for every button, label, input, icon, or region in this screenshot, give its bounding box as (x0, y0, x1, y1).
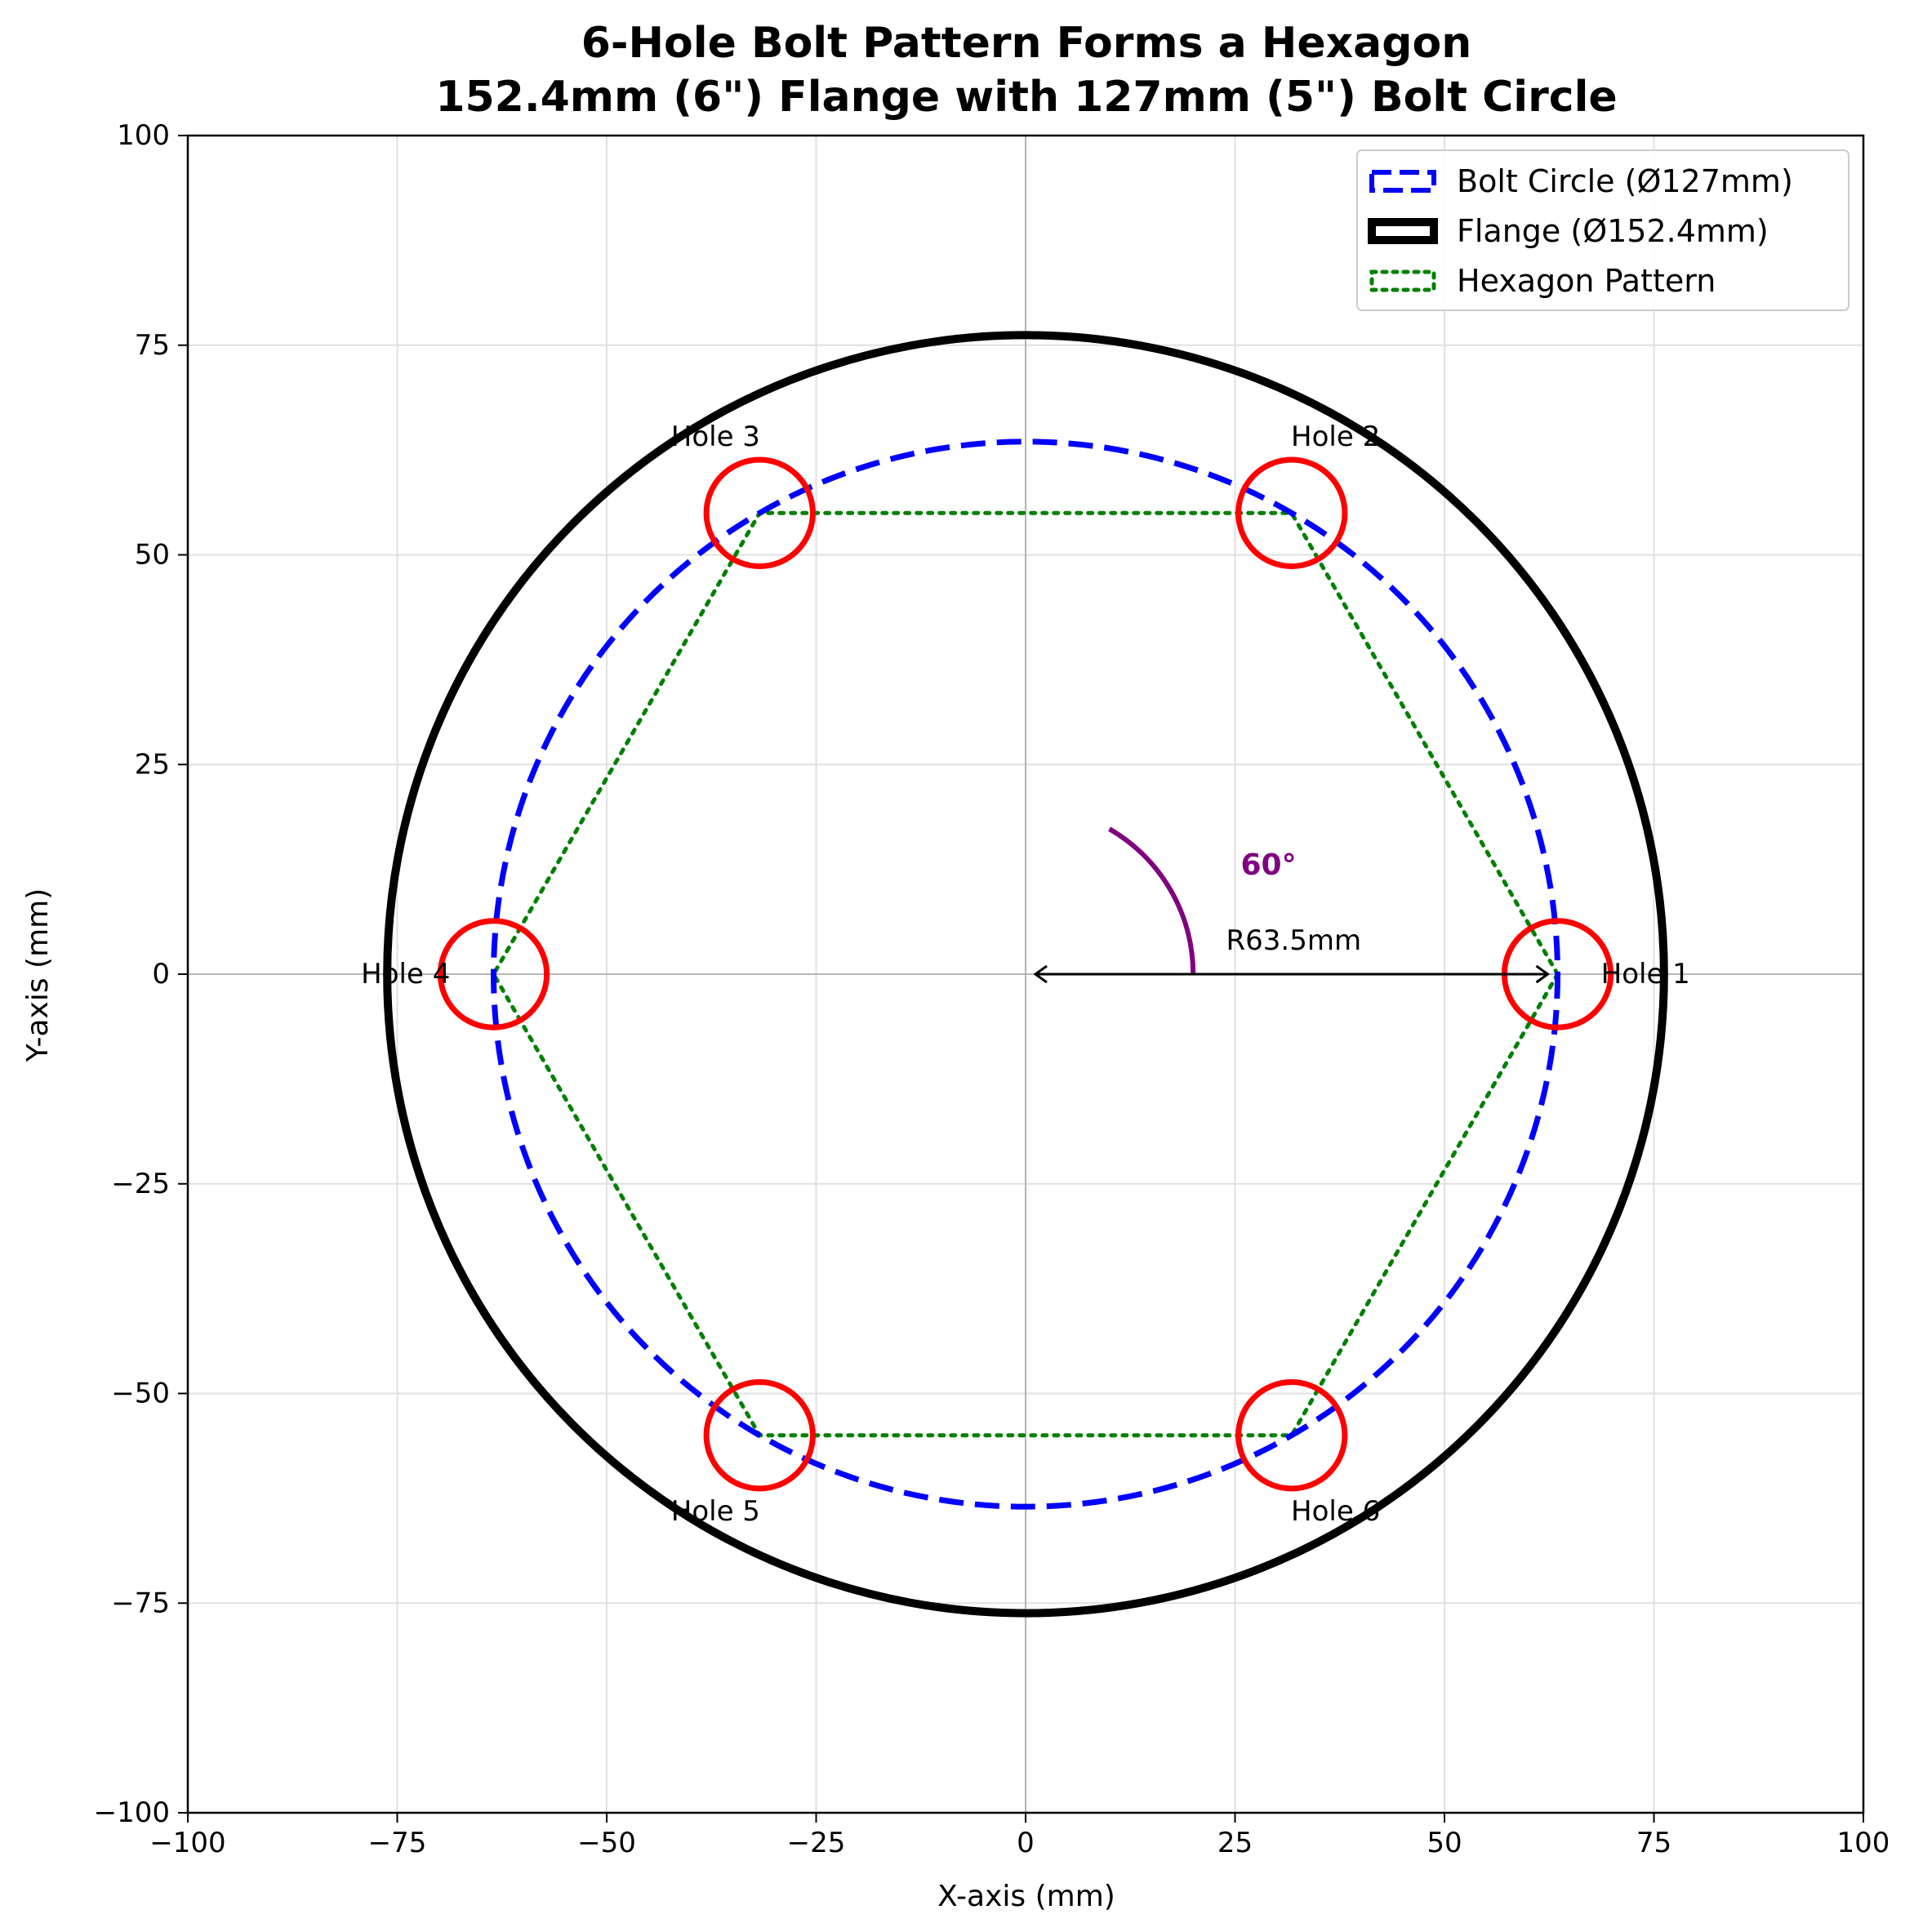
y-tick-label: 75 (135, 329, 170, 362)
bolt-hole-6 (1235, 1379, 1348, 1492)
x-axis-label: X-axis (mm) (937, 1880, 1115, 1913)
y-tick-label: −50 (111, 1378, 170, 1410)
legend-swatch-3 (1369, 269, 1436, 292)
hole-label-4: Hole 4 (361, 958, 450, 990)
radius-arrow-head-start (1033, 964, 1048, 984)
x-tick-label: −50 (577, 1827, 636, 1859)
y-tick-label: −75 (111, 1587, 170, 1619)
y-tick-label: −25 (111, 1168, 170, 1200)
radius-label: R63.5mm (1226, 924, 1362, 957)
legend-label-3: Hexagon Pattern (1457, 263, 1716, 299)
angle-label: 60° (1240, 848, 1296, 882)
legend-swatch-1 (1369, 170, 1436, 193)
legend: Bolt Circle (Ø127mm) Flange (Ø152.4mm) Hex… (1356, 149, 1849, 311)
chart-subtitle: 152.4mm (6") Flange with 127mm (5") Bolt… (435, 73, 1617, 122)
radius-arrow-head-end (1535, 964, 1551, 984)
legend-swatch-2 (1368, 218, 1438, 244)
x-tick-label: −100 (149, 1827, 225, 1859)
hole-label-2: Hole 2 (1291, 421, 1380, 453)
legend-box (1356, 149, 1849, 311)
annotations: Hole 1 Hole 2 Hole 3 Hole 4 Hole 5 Hole 6 60° R… (361, 421, 1690, 1528)
hole-label-1: Hole 1 (1601, 958, 1690, 990)
x-tick-label: −75 (368, 1827, 427, 1859)
y-tick-label: 0 (152, 958, 170, 990)
y-tick-label: 50 (135, 539, 170, 572)
hole-label-5: Hole 5 (671, 1495, 760, 1528)
chart-title: 6-Hole Bolt Pattern Forms a Hexagon (581, 19, 1472, 68)
x-tick-label: −25 (787, 1827, 846, 1859)
zero-reference-lines (188, 136, 1863, 1813)
angle-arc (1108, 826, 1196, 975)
x-tick-label: 100 (1837, 1827, 1890, 1859)
bolt-circle (490, 438, 1561, 1510)
hole-label-3: Hole 3 (671, 421, 760, 453)
y-tick-label: 100 (117, 119, 170, 152)
x-tick-label: 50 (1427, 1827, 1462, 1859)
bolt-hole-4 (437, 918, 550, 1031)
y-tick-label: −100 (94, 1796, 170, 1829)
bolt-hole-3 (703, 456, 816, 569)
axes: −100 −75 −50 −25 0 25 50 75 100 −100 −75 −50 −25 0 25 5… (94, 119, 1890, 1859)
y-axis-label: Y-axis (mm) (21, 888, 55, 1063)
plot-shapes (383, 331, 1668, 1618)
bolt-hole-2 (1235, 456, 1348, 569)
flange-circle (383, 331, 1668, 1618)
x-tick-label: 0 (1017, 1827, 1035, 1859)
y-tick-label: 25 (135, 748, 170, 781)
hole-label-6: Hole 6 (1291, 1495, 1380, 1528)
x-tick-label: 25 (1217, 1827, 1253, 1859)
legend-label-1: Bolt Circle (Ø127mm) (1457, 163, 1793, 199)
legend-label-2: Flange (Ø152.4mm) (1457, 213, 1769, 249)
x-tick-label: 75 (1636, 1827, 1671, 1859)
bolt-hole-5 (703, 1379, 816, 1492)
